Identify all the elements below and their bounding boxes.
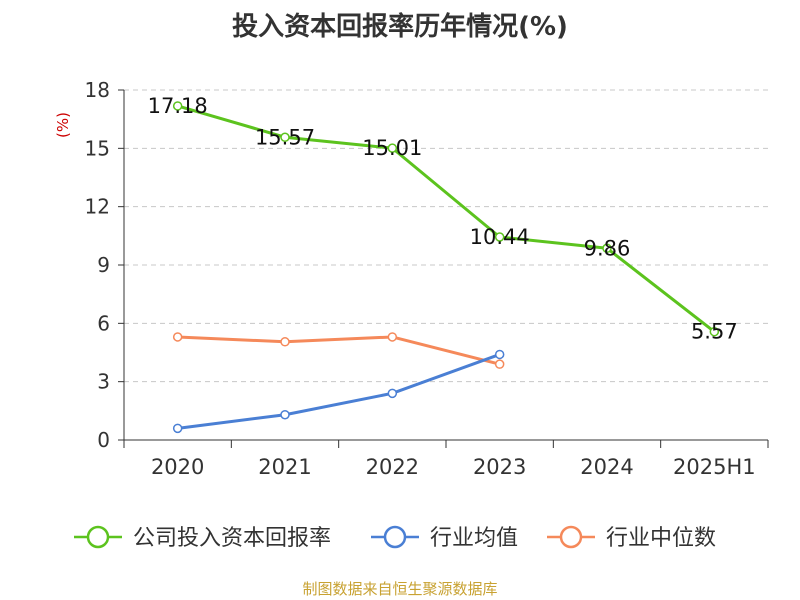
data-point (280, 132, 290, 142)
data-label: 9.86 (584, 236, 631, 260)
x-tick-label: 2022 (366, 455, 419, 479)
x-tick-label: 2021 (258, 455, 311, 479)
data-label: 17.18 (148, 94, 208, 118)
x-tick-label: 2020 (151, 455, 204, 479)
data-label: 15.57 (255, 125, 315, 149)
legend-marker (86, 525, 110, 549)
data-point (387, 332, 398, 342)
data-point (387, 143, 398, 153)
legend-marker (559, 525, 583, 549)
legend[interactable]: 公司投入资本回报率 行业均值 行业中位数 (74, 525, 716, 551)
y-tick-label: 6 (97, 311, 110, 335)
y-tick-label: 9 (97, 253, 110, 277)
data-point (172, 332, 183, 342)
data-point (494, 359, 505, 369)
data-point (494, 232, 505, 242)
data-label: 15.01 (362, 136, 422, 160)
data-label: 5.57 (691, 320, 738, 344)
data-point (494, 349, 505, 360)
source-note: 制图数据来自恒生聚源数据库 (302, 580, 498, 598)
axes: 0 3 6 9 12 15 18 (%) 2020 2021 2022 2023 2024 2025H1 (54, 78, 769, 479)
legend-label: 行业均值 (430, 526, 518, 551)
data-point (709, 326, 720, 337)
y-tick-label: 0 (97, 428, 110, 452)
y-tick-label: 3 (97, 370, 110, 394)
legend-item[interactable]: 公司投入资本回报率 (74, 525, 331, 551)
data-label: 10.44 (470, 225, 530, 249)
series-lines (172, 101, 720, 434)
series-line (177, 353, 501, 430)
x-tick-label: 2025H1 (673, 455, 756, 479)
data-point (387, 388, 398, 399)
series-line (177, 335, 501, 366)
y-tick-label: 12 (85, 195, 110, 219)
series-line (177, 104, 716, 333)
legend-marker (383, 525, 407, 549)
data-point (172, 101, 183, 111)
data-point (172, 423, 183, 434)
y-tick-label: 15 (85, 136, 110, 160)
x-tick-label: 2023 (473, 455, 526, 479)
y-axis-label: (%) (54, 112, 72, 138)
legend-item[interactable]: 行业中位数 (547, 525, 716, 551)
data-point (280, 409, 290, 420)
data-point (280, 337, 290, 347)
data-point (602, 243, 612, 254)
y-tick-label: 18 (85, 78, 110, 102)
chart-title: 投入资本回报率历年情况(%) (232, 12, 568, 42)
legend-label: 行业中位数 (606, 526, 716, 551)
legend-item[interactable]: 行业均值 (371, 525, 518, 551)
legend-label: 公司投入资本回报率 (133, 526, 331, 551)
data-labels: 17.18 15.57 15.01 10.44 9.86 5.57 (148, 94, 738, 344)
x-tick-label: 2024 (580, 455, 633, 479)
